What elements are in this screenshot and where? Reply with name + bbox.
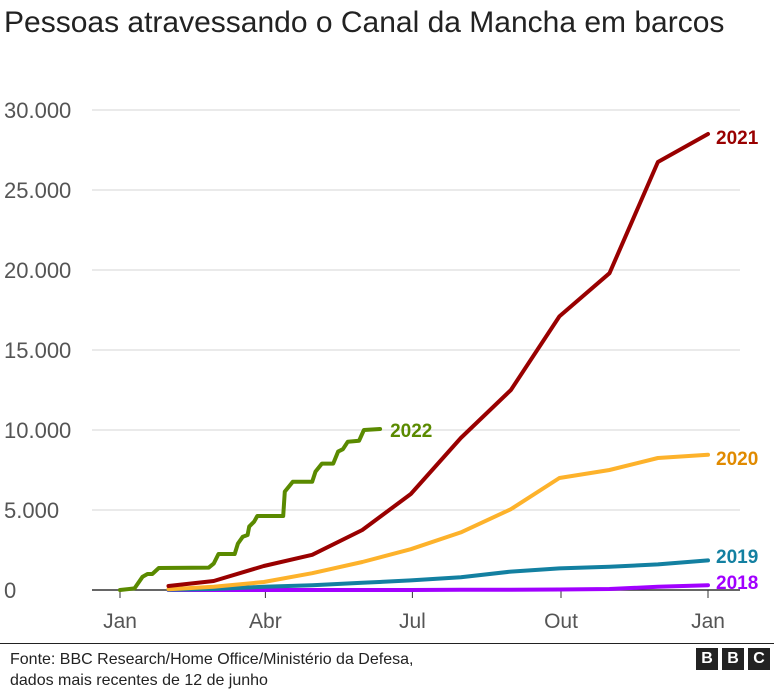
x-tick-label: Out xyxy=(544,610,578,633)
series-label-2021: 2021 xyxy=(716,128,759,149)
source-note: Fonte: BBC Research/Home Office/Ministér… xyxy=(10,649,413,691)
x-tick-label: Jul xyxy=(399,610,426,633)
y-tick-label: 10.000 xyxy=(4,418,71,443)
y-tick-label: 5.000 xyxy=(4,498,59,523)
series-line-2019 xyxy=(166,558,710,592)
y-tick-label: 20.000 xyxy=(4,258,71,283)
source-line-2: dados mais recentes de 12 de junho xyxy=(10,672,268,689)
y-tick-label: 30.000 xyxy=(4,98,71,123)
x-tick-label: Jan xyxy=(691,610,725,633)
series-line-2020 xyxy=(166,452,710,592)
x-tick-label: Abr xyxy=(249,610,282,633)
footer-divider xyxy=(0,643,774,644)
series-label-2020: 2020 xyxy=(716,449,758,470)
y-tick-label: 15.000 xyxy=(4,338,71,363)
source-line-1: Fonte: BBC Research/Home Office/Ministér… xyxy=(10,651,414,668)
x-tick-label: Jan xyxy=(103,610,137,633)
bbc-logo: B B C xyxy=(696,648,770,670)
y-tick-label: 0 xyxy=(4,578,16,603)
chart-title: Pessoas atravessando o Canal da Mancha e… xyxy=(4,6,725,39)
series-label-2022: 2022 xyxy=(390,421,432,442)
series-line-2021 xyxy=(166,132,710,588)
y-tick-label: 25.000 xyxy=(4,178,71,203)
line-chart: 0 5.000 10.000 15.000 20.000 25.000 30.000 Jan A… xyxy=(4,98,759,633)
series-line-2018 xyxy=(166,583,710,592)
series-label-2018: 2018 xyxy=(716,573,758,594)
series-label-2019: 2019 xyxy=(716,547,758,568)
bbc-logo-block: C xyxy=(748,648,770,670)
bbc-logo-block: B xyxy=(696,648,718,670)
series-line-2022 xyxy=(118,427,383,592)
bbc-logo-block: B xyxy=(722,648,744,670)
